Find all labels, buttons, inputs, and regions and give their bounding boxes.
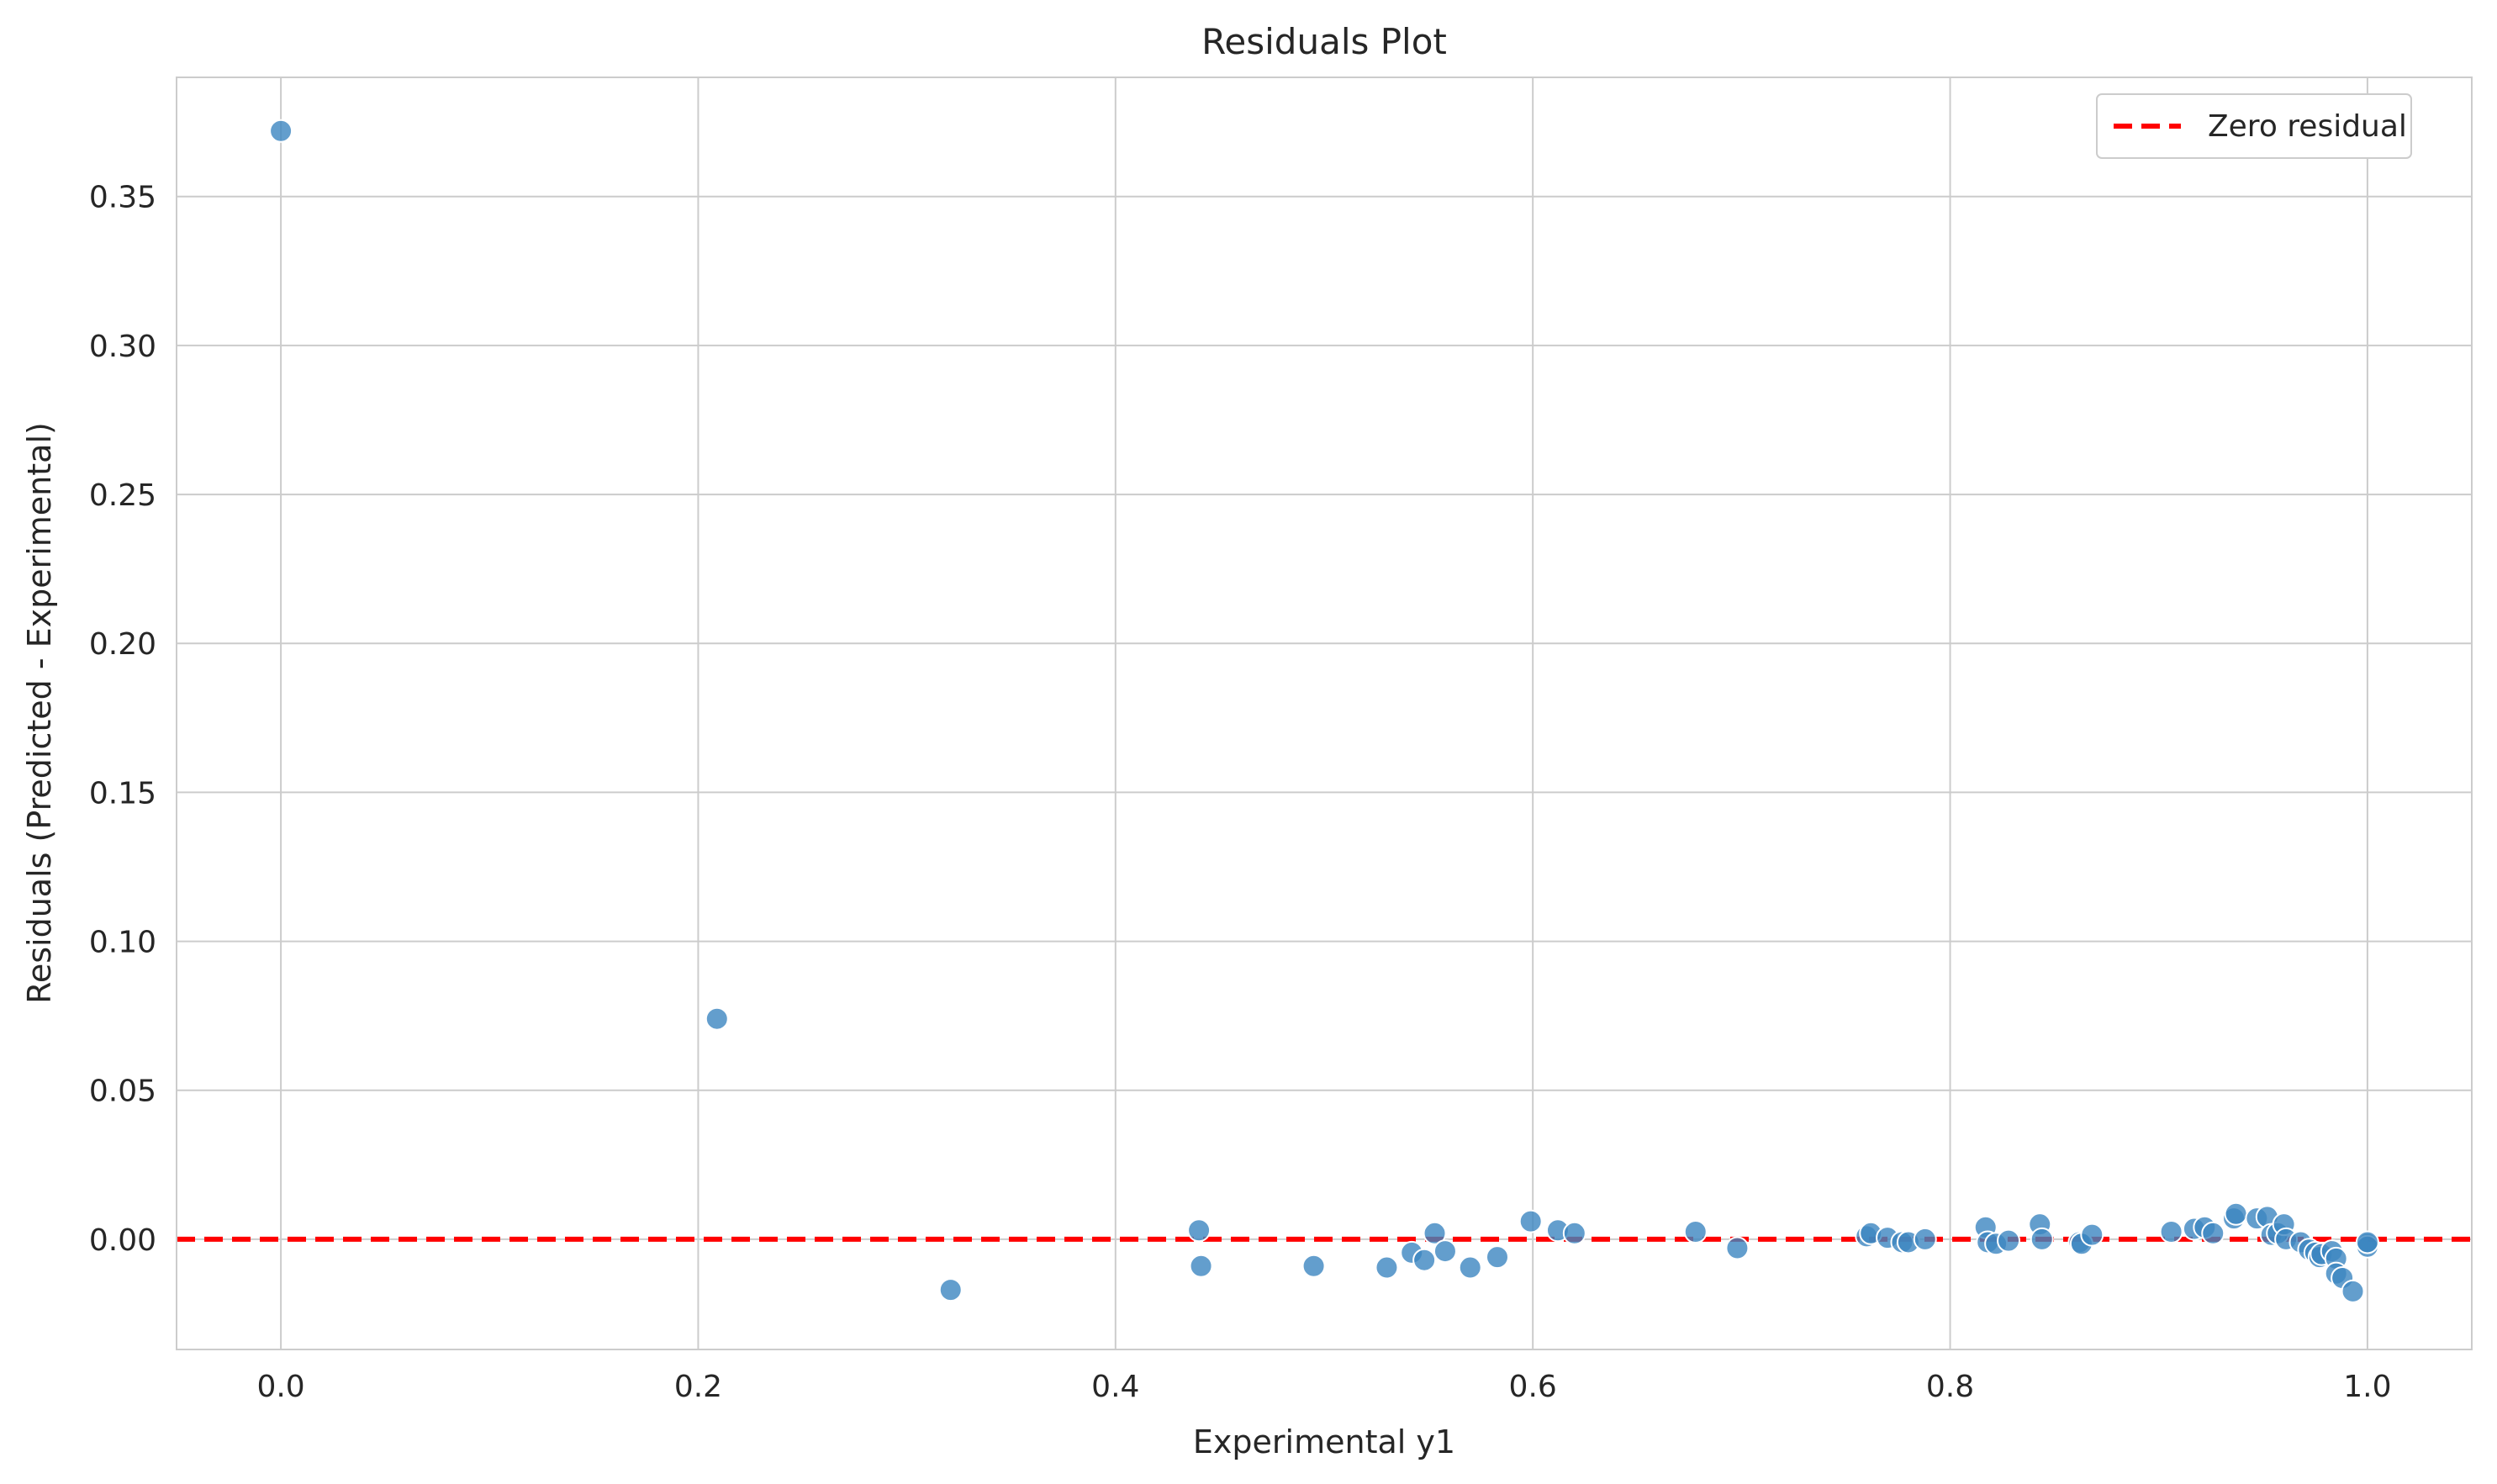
data-point (1301, 1254, 1326, 1278)
y-tick-label: 0.25 (89, 478, 156, 513)
y-tick-label: 0.00 (89, 1223, 156, 1258)
chart-title: Residuals Plot (1201, 21, 1447, 62)
y-tick-labels: 0.00 0.05 0.10 0.15 0.20 0.25 0.30 0.35 (89, 181, 156, 1258)
legend-box (2096, 93, 2412, 159)
plot-area (177, 77, 2472, 1349)
data-point (2355, 1230, 2379, 1254)
legend-label: Zero residual (2208, 109, 2407, 144)
data-point (1423, 1221, 1447, 1245)
y-tick-label: 0.05 (89, 1075, 156, 1109)
data-point (2341, 1279, 2365, 1303)
y-tick-label: 0.30 (89, 330, 156, 364)
data-point (1997, 1228, 2021, 1253)
data-point (2201, 1221, 2225, 1245)
data-point (1412, 1248, 1437, 1272)
grid (177, 77, 2472, 1349)
x-tick-label: 0.6 (1509, 1370, 1557, 1404)
y-axis-label: Residuals (Predicted - Experimental) (21, 422, 58, 1004)
y-tick-label: 0.10 (89, 926, 156, 960)
data-point (1433, 1239, 1457, 1264)
data-point (1187, 1218, 1212, 1243)
data-point (705, 1006, 729, 1031)
data-point (1458, 1255, 1482, 1280)
y-tick-label: 0.15 (89, 776, 156, 811)
y-tick-label: 0.35 (89, 181, 156, 215)
plot-border (176, 77, 2473, 1350)
data-point (1562, 1221, 1586, 1245)
x-tick-label: 0.8 (1926, 1370, 1974, 1404)
x-tick-labels: 0.0 0.2 0.4 0.6 0.8 1.0 (256, 1370, 2391, 1404)
data-point (1518, 1209, 1543, 1233)
data-point (1913, 1227, 1937, 1251)
data-point (1683, 1220, 1708, 1244)
legend: Zero residual (2096, 93, 2412, 159)
x-tick-label: 1.0 (2343, 1370, 2391, 1404)
data-point (2080, 1223, 2104, 1247)
data-point (2030, 1227, 2054, 1251)
data-point (938, 1278, 963, 1302)
x-tick-label: 0.0 (256, 1370, 304, 1404)
data-point (1375, 1255, 1399, 1280)
x-tick-label: 0.4 (1091, 1370, 1139, 1404)
data-point (1725, 1236, 1750, 1260)
x-axis-label: Experimental y1 (1193, 1423, 1455, 1460)
data-point (1189, 1254, 1213, 1278)
data-point (2159, 1220, 2183, 1244)
x-tick-label: 0.2 (674, 1370, 722, 1404)
data-point (269, 119, 293, 143)
scatter-points (269, 119, 2379, 1303)
y-tick-label: 0.20 (89, 627, 156, 662)
data-point (1485, 1245, 1509, 1270)
data-point (2224, 1201, 2248, 1226)
